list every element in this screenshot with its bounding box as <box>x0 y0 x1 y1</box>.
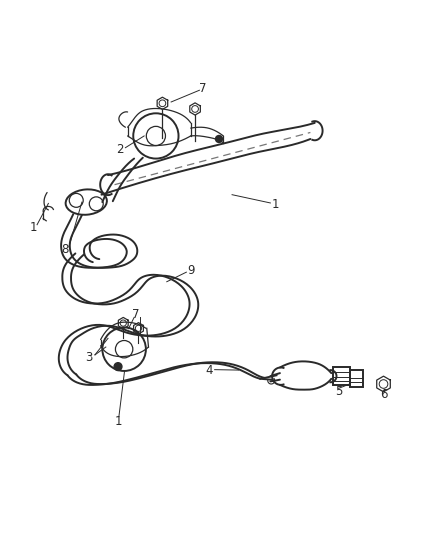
Text: 1: 1 <box>115 415 123 427</box>
Text: 8: 8 <box>61 244 68 256</box>
Text: 3: 3 <box>85 351 92 365</box>
Text: 7: 7 <box>132 308 139 321</box>
Bar <box>333 367 350 385</box>
Text: 4: 4 <box>206 365 213 377</box>
Text: 5: 5 <box>335 385 343 398</box>
Text: 1: 1 <box>272 198 279 211</box>
Circle shape <box>114 362 122 370</box>
Text: 1: 1 <box>29 221 37 234</box>
Bar <box>350 370 364 387</box>
Circle shape <box>215 135 223 142</box>
Text: 7: 7 <box>199 83 206 95</box>
Text: 9: 9 <box>187 264 194 277</box>
Text: 2: 2 <box>116 143 124 156</box>
Text: 6: 6 <box>380 387 387 400</box>
